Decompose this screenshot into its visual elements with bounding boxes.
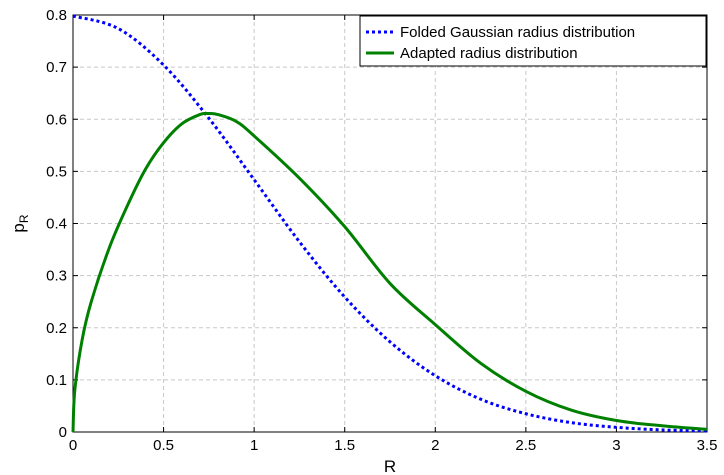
y-tick-label: 0 bbox=[59, 424, 67, 441]
y-axis-label: pR bbox=[9, 214, 31, 232]
series-line-1 bbox=[72, 14, 708, 433]
y-tick-label: 0.6 bbox=[46, 111, 67, 128]
x-tick-label: 2.5 bbox=[515, 437, 536, 454]
axis-ticks: 0 0.5 1 1.5 2 2.5 3 3.5 0 0.1 0.2 0.3 0.4 0.5 0.6 0.7 0.… bbox=[46, 7, 717, 454]
series-layer bbox=[71, 14, 708, 433]
x-tick-label: 0.5 bbox=[153, 437, 174, 454]
grid bbox=[73, 15, 707, 432]
x-tick-label: 3 bbox=[612, 437, 620, 454]
y-tick-label: 0.7 bbox=[46, 59, 67, 76]
y-tick-label: 0.1 bbox=[46, 372, 67, 389]
y-tick-label: 0.2 bbox=[46, 320, 67, 337]
y-tick-label: 0.5 bbox=[46, 163, 67, 180]
x-tick-label: 1.5 bbox=[334, 437, 355, 454]
y-tick-label: 0.3 bbox=[46, 268, 67, 285]
y-axis-label-main: p bbox=[9, 223, 28, 232]
y-tick-label: 0.4 bbox=[46, 216, 67, 233]
legend-entry-label: Folded Gaussian radius distribution bbox=[400, 24, 635, 41]
y-tick-label: 0.8 bbox=[46, 7, 67, 24]
x-tick-label: 2 bbox=[431, 437, 439, 454]
series-line-2 bbox=[71, 111, 708, 433]
legend-box bbox=[359, 15, 707, 67]
legend-entry-label: Adapted radius distribution bbox=[400, 45, 578, 62]
x-tick-label: 1 bbox=[250, 437, 258, 454]
x-tick-label: 0 bbox=[69, 437, 77, 454]
x-tick-label: 3.5 bbox=[697, 437, 718, 454]
legend: Folded Gaussian radius distribution Adapt… bbox=[359, 15, 707, 67]
x-axis-label: R bbox=[384, 457, 396, 475]
y-axis-label-subscript: R bbox=[17, 214, 31, 223]
